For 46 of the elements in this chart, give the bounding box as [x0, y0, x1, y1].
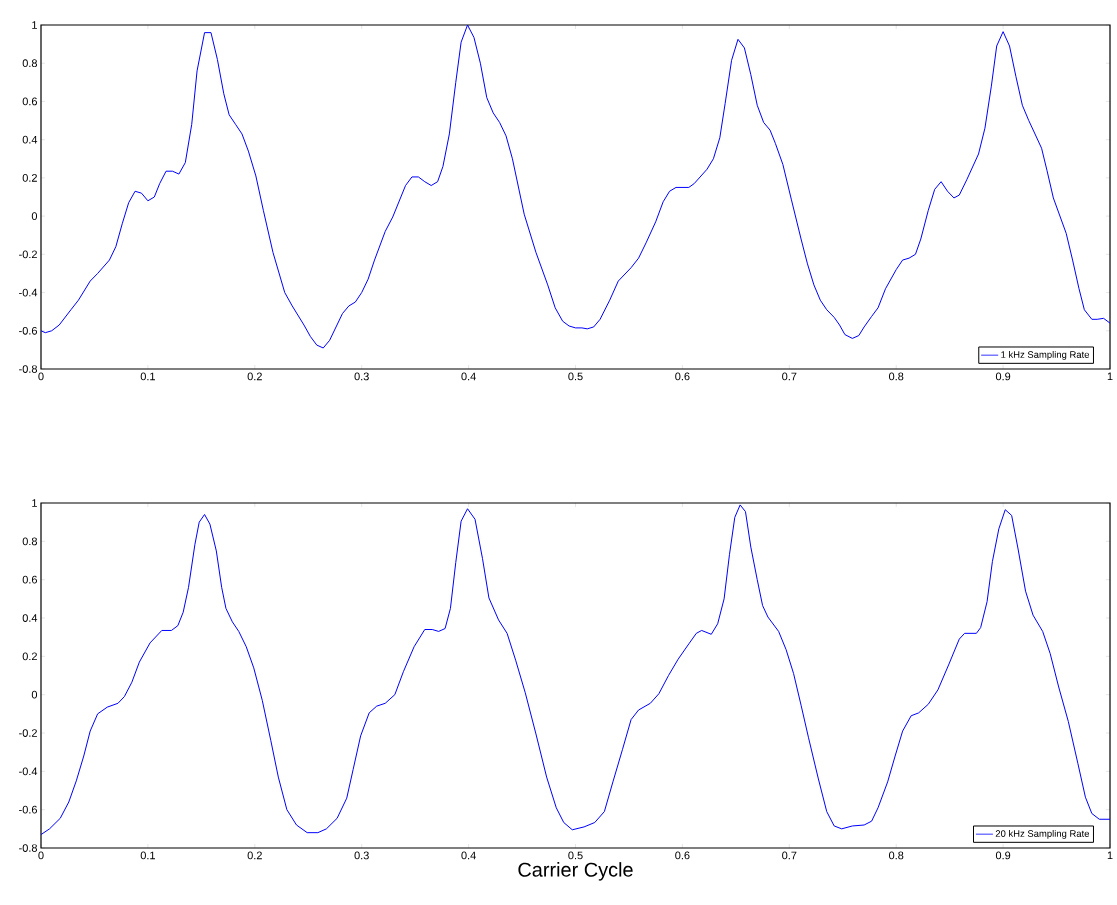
x-tick-label: 0.1: [140, 372, 155, 381]
legend-label: 20 kHz Sampling Rate: [995, 829, 1090, 839]
y-tick-label: -0.4: [19, 288, 38, 297]
y-tick-label: 0: [31, 212, 38, 220]
x-tick-label: 0.5: [568, 372, 583, 381]
y-tick-label: 0.4: [22, 614, 38, 622]
x-tick-label: 0.7: [782, 372, 797, 381]
x-tick-label: 0.9: [995, 372, 1011, 381]
x-tick-label: 0.8: [889, 851, 904, 860]
x-tick-label: 0: [38, 851, 44, 860]
legend-label: 1 kHz Sampling Rate: [1001, 350, 1090, 360]
y-tick-label: 0.2: [22, 174, 37, 182]
x-tick-label: 1: [1107, 851, 1113, 860]
x-tick-label: 0: [38, 372, 44, 381]
line-series: [41, 24, 1110, 349]
x-tick-label: 0.8: [889, 372, 904, 381]
y-tick-label: -0.8: [19, 844, 37, 852]
y-tick-label: -0.6: [19, 805, 37, 814]
x-tick-label: 0.3: [354, 372, 369, 381]
x-axis-title: Carrier Cycle: [518, 862, 633, 881]
x-tick-label: 0.4: [461, 372, 476, 381]
x-tick-label: 0.4: [461, 851, 476, 860]
y-tick-label: -0.4: [19, 767, 38, 776]
x-tick-label: 0.5: [568, 851, 583, 860]
x-tick-label: 0.6: [675, 372, 690, 381]
y-tick-label: 0.2: [22, 652, 37, 661]
y-tick-label: -0.2: [19, 729, 37, 737]
y-tick-label: 0: [31, 690, 38, 699]
x-tick-label: 1: [1107, 372, 1113, 381]
y-tick-label: 1: [32, 499, 37, 507]
x-tick-label: 0.2: [247, 851, 262, 860]
y-tick-label: 1: [32, 21, 37, 29]
x-tick-label: 0.2: [247, 372, 262, 381]
y-tick-label: -0.8: [19, 365, 37, 373]
x-tick-label: 0.3: [354, 851, 369, 860]
x-tick-label: 0.1: [140, 851, 155, 860]
x-tick-label: 0.9: [995, 851, 1011, 860]
y-tick-label: 0.6: [22, 97, 37, 106]
x-tick-label: 0.7: [782, 851, 797, 860]
y-tick-label: 0.4: [22, 135, 38, 144]
y-tick-label: -0.2: [19, 250, 37, 259]
x-tick-label: 0.6: [675, 851, 690, 860]
y-tick-label: -0.6: [19, 326, 37, 335]
y-tick-label: 0.8: [22, 537, 37, 546]
y-tick-label: 0.6: [22, 575, 37, 584]
y-tick-label: 0.8: [22, 59, 37, 68]
